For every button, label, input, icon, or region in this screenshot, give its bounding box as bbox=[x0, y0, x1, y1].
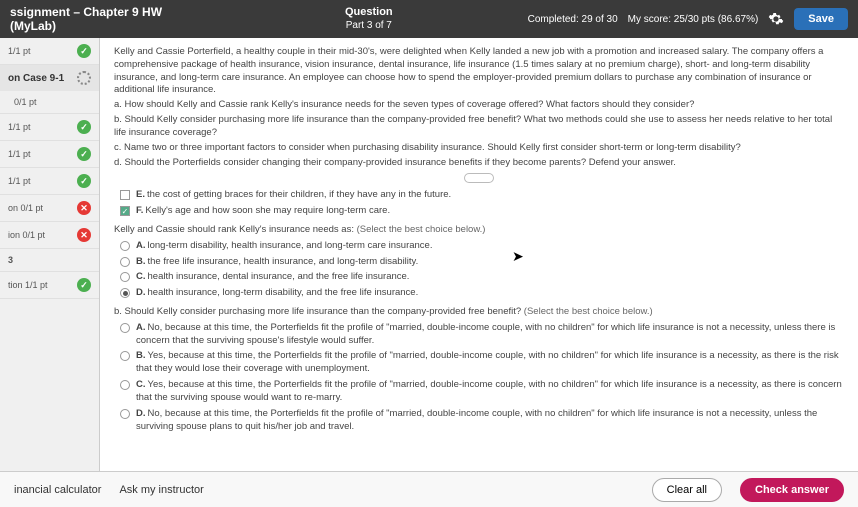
option-letter: F. bbox=[136, 205, 143, 216]
radio-icon[interactable] bbox=[120, 288, 130, 298]
option-text: Yes, because at this time, the Porterfie… bbox=[136, 379, 842, 403]
sidebar-label: 1/1 pt bbox=[8, 122, 31, 132]
passage-intro: Kelly and Cassie Porterfield, a healthy … bbox=[114, 46, 844, 97]
sidebar-item[interactable]: tion 1/1 pt ✓ bbox=[0, 272, 99, 299]
option-text: the cost of getting braces for their chi… bbox=[147, 189, 451, 200]
x-icon: ✕ bbox=[77, 228, 91, 242]
check-icon: ✓ bbox=[77, 44, 91, 58]
prompt-text: Kelly and Cassie should rank Kelly's ins… bbox=[114, 224, 357, 235]
option-text: Kelly's age and how soon she may require… bbox=[145, 205, 390, 216]
question-content: Kelly and Cassie Porterfield, a healthy … bbox=[100, 38, 858, 471]
radio-icon[interactable] bbox=[120, 272, 130, 282]
check-icon: ✓ bbox=[77, 120, 91, 134]
prompt-text: b. Should Kelly consider purchasing more… bbox=[114, 306, 524, 317]
option-letter: C. bbox=[136, 379, 146, 390]
top-bar: ssignment – Chapter 9 HW (MyLab) Questio… bbox=[0, 0, 858, 38]
radio-icon[interactable] bbox=[120, 241, 130, 251]
radio-icon[interactable] bbox=[120, 409, 130, 419]
footer-bar: inancial calculator Ask my instructor Cl… bbox=[0, 471, 858, 507]
option-text: health insurance, long-term disability, … bbox=[148, 287, 419, 298]
completed-text: Completed: 29 of 30 bbox=[528, 14, 618, 25]
loading-icon bbox=[77, 71, 91, 85]
sidebar-label: tion 1/1 pt bbox=[8, 280, 48, 290]
prompt-hint: (Select the best choice below.) bbox=[357, 224, 486, 235]
option-text: the free life insurance, health insuranc… bbox=[148, 256, 419, 267]
sidebar-item[interactable]: 1/1 pt ✓ bbox=[0, 114, 99, 141]
section-divider bbox=[464, 173, 494, 183]
sidebar-label: on 0/1 pt bbox=[8, 203, 43, 213]
option-letter: B. bbox=[136, 350, 146, 361]
radio-icon[interactable] bbox=[120, 351, 130, 361]
radio-option-b-b[interactable]: B.Yes, because at this time, the Porterf… bbox=[120, 350, 844, 376]
sidebar-item[interactable]: 0/1 pt bbox=[0, 91, 99, 114]
radio-option-rank-c[interactable]: C.health insurance, dental insurance, an… bbox=[120, 271, 844, 284]
checkbox-icon[interactable] bbox=[120, 206, 130, 216]
radio-option-rank-d[interactable]: D.health insurance, long-term disability… bbox=[120, 287, 844, 300]
sidebar-item[interactable]: 3 bbox=[0, 249, 99, 272]
sidebar-label: ion 0/1 pt bbox=[8, 230, 45, 240]
option-text: long-term disability, health insurance, … bbox=[148, 240, 433, 251]
score-text: My score: 25/30 pts (86.67%) bbox=[628, 14, 759, 25]
ask-instructor-link[interactable]: Ask my instructor bbox=[119, 484, 203, 496]
sidebar-label: 0/1 pt bbox=[14, 97, 37, 107]
radio-icon[interactable] bbox=[120, 323, 130, 333]
option-letter: D. bbox=[136, 287, 146, 298]
header-right: Completed: 29 of 30 My score: 25/30 pts … bbox=[528, 8, 848, 30]
option-text: No, because at this time, the Porterfiel… bbox=[136, 322, 835, 346]
check-icon: ✓ bbox=[77, 174, 91, 188]
check-answer-button[interactable]: Check answer bbox=[740, 478, 844, 502]
rank-prompt: Kelly and Cassie should rank Kelly's ins… bbox=[114, 224, 844, 237]
option-letter: B. bbox=[136, 256, 146, 267]
radio-icon[interactable] bbox=[120, 257, 130, 267]
sidebar-item[interactable]: 1/1 pt ✓ bbox=[0, 141, 99, 168]
sidebar-label: 1/1 pt bbox=[8, 149, 31, 159]
gear-icon[interactable] bbox=[768, 11, 784, 27]
check-icon: ✓ bbox=[77, 147, 91, 161]
x-icon: ✕ bbox=[77, 201, 91, 215]
sidebar-label: 1/1 pt bbox=[8, 46, 31, 56]
sidebar-item[interactable]: 1/1 pt ✓ bbox=[0, 168, 99, 195]
option-letter: C. bbox=[136, 271, 146, 282]
sidebar-label: 1/1 pt bbox=[8, 176, 31, 186]
sidebar-item[interactable]: ion 0/1 pt ✕ bbox=[0, 222, 99, 249]
partb-prompt: b. Should Kelly consider purchasing more… bbox=[114, 306, 844, 319]
question-d: d. Should the Porterfields consider chan… bbox=[114, 157, 844, 170]
option-text: Yes, because at this time, the Porterfie… bbox=[136, 350, 839, 374]
radio-option-b-c[interactable]: C.Yes, because at this time, the Porterf… bbox=[120, 379, 844, 405]
radio-option-rank-b[interactable]: B.the free life insurance, health insura… bbox=[120, 256, 844, 269]
question-label: Question bbox=[210, 6, 528, 19]
radio-option-b-d[interactable]: D.No, because at this time, the Porterfi… bbox=[120, 408, 844, 434]
option-letter: E. bbox=[136, 189, 145, 200]
prompt-hint: (Select the best choice below.) bbox=[524, 306, 653, 317]
question-indicator: Question Part 3 of 7 bbox=[210, 6, 528, 31]
question-b: b. Should Kelly consider purchasing more… bbox=[114, 114, 844, 140]
sidebar-section-header[interactable]: on Case 9-1 bbox=[0, 65, 99, 91]
radio-option-b-a[interactable]: A.No, because at this time, the Porterfi… bbox=[120, 322, 844, 348]
clear-all-button[interactable]: Clear all bbox=[652, 478, 722, 502]
checkbox-option-f[interactable]: F.Kelly's age and how soon she may requi… bbox=[120, 205, 844, 218]
sidebar-item[interactable]: on 0/1 pt ✕ bbox=[0, 195, 99, 222]
sidebar-label: on Case 9-1 bbox=[8, 73, 64, 84]
assignment-title: ssignment – Chapter 9 HW (MyLab) bbox=[10, 5, 210, 33]
question-a: a. How should Kelly and Cassie rank Kell… bbox=[114, 99, 844, 112]
checkbox-option-e[interactable]: E.the cost of getting braces for their c… bbox=[120, 189, 844, 202]
part-label: Part 3 of 7 bbox=[210, 20, 528, 32]
sidebar-item[interactable]: 1/1 pt ✓ bbox=[0, 38, 99, 65]
option-text: No, because at this time, the Porterfiel… bbox=[136, 408, 817, 432]
option-letter: A. bbox=[136, 322, 146, 333]
option-letter: A. bbox=[136, 240, 146, 251]
radio-option-rank-a[interactable]: A.long-term disability, health insurance… bbox=[120, 240, 844, 253]
financial-calculator-link[interactable]: inancial calculator bbox=[14, 484, 101, 496]
option-letter: D. bbox=[136, 408, 146, 419]
save-button[interactable]: Save bbox=[794, 8, 848, 30]
checkbox-icon[interactable] bbox=[120, 190, 130, 200]
sidebar-label: 3 bbox=[8, 255, 13, 265]
question-c: c. Name two or three important factors t… bbox=[114, 142, 844, 155]
check-icon: ✓ bbox=[77, 278, 91, 292]
sidebar: 1/1 pt ✓ on Case 9-1 0/1 pt 1/1 pt ✓ 1/1… bbox=[0, 38, 100, 471]
radio-icon[interactable] bbox=[120, 380, 130, 390]
option-text: health insurance, dental insurance, and … bbox=[148, 271, 410, 282]
